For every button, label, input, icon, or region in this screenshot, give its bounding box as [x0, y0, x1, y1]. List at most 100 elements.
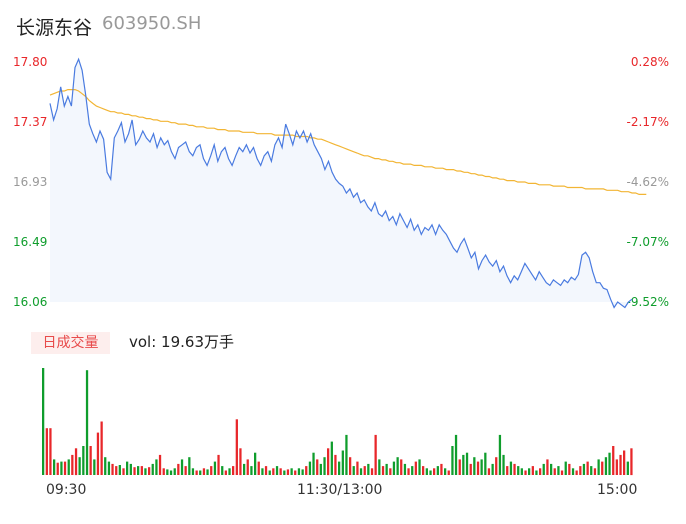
volume-bars: [42, 368, 633, 476]
volume-bar: [327, 448, 330, 476]
volume-bar: [593, 468, 597, 475]
volume-bar: [513, 463, 516, 475]
price-axis-label: 17.37: [13, 115, 48, 129]
volume-bar: [447, 470, 450, 475]
volume-bar: [571, 468, 575, 475]
volume-bar: [433, 468, 436, 475]
volume-bar: [93, 459, 96, 475]
volume-bar: [425, 468, 428, 475]
volume-bar: [528, 468, 531, 475]
volume-bar: [122, 468, 125, 475]
volume-bar: [206, 469, 209, 475]
daily-volume-tab[interactable]: 日成交量: [31, 332, 110, 354]
volume-bar: [294, 470, 297, 475]
volume-bar: [414, 461, 417, 475]
volume-bar: [411, 466, 414, 475]
volume-bar: [53, 459, 56, 475]
volume-bar: [191, 468, 195, 475]
volume-bar: [334, 454, 337, 475]
volume-bar: [195, 470, 198, 475]
volume-bar: [546, 459, 549, 475]
volume-bar: [158, 454, 162, 475]
volume-bar: [111, 463, 114, 475]
volume-bar: [133, 467, 136, 475]
volume-bar: [301, 469, 304, 475]
volume-bar: [429, 470, 432, 475]
volume-bar: [221, 466, 224, 475]
volume-bar: [107, 461, 111, 475]
volume-bar: [349, 457, 352, 475]
volume-bar: [96, 432, 100, 475]
price-axis-label: 16.06: [13, 295, 48, 309]
price-line: [49, 57, 633, 309]
volume-bar: [623, 450, 626, 475]
volume-bar: [597, 459, 600, 475]
volume-bar: [403, 463, 407, 475]
volume-bar: [381, 466, 385, 475]
time-axis-label: 11:30/13:00: [297, 482, 383, 498]
pct-axis-label: -7.07%: [626, 235, 669, 249]
volume-bar: [440, 463, 443, 475]
volume-bar: [590, 466, 593, 475]
volume-bar: [476, 461, 480, 475]
volume-bar: [400, 459, 403, 475]
volume-bar: [484, 452, 487, 475]
volume-bar: [283, 470, 286, 475]
time-axis-label: 15:00: [597, 482, 638, 498]
volume-bar: [137, 466, 140, 475]
volume-bar: [115, 466, 118, 475]
volume-bar: [367, 463, 370, 475]
volume-bar: [162, 468, 165, 475]
volume-bar: [169, 470, 173, 475]
volume-bar: [370, 468, 374, 475]
volume-bar: [582, 463, 586, 475]
volume-bar: [104, 457, 107, 475]
volume-bar: [473, 457, 476, 475]
volume-bar: [359, 468, 363, 475]
volume-bar: [319, 463, 322, 475]
volume-bar: [316, 459, 319, 475]
volume-bar: [378, 459, 381, 475]
volume-bar: [535, 470, 538, 475]
volume-bar: [363, 466, 366, 475]
volume-bar: [626, 461, 629, 475]
volume-bar: [608, 452, 611, 475]
volume-bar: [217, 454, 220, 475]
volume-bar: [268, 470, 271, 475]
volume-bar: [118, 465, 121, 475]
volume-bar: [451, 446, 454, 475]
volume-bar: [243, 463, 246, 475]
price-area-fill: [50, 59, 632, 308]
volume-bar: [297, 468, 301, 475]
volume-bar: [78, 457, 81, 475]
volume-bar: [126, 461, 129, 475]
volume-bar: [180, 459, 184, 475]
volume-bar: [261, 468, 264, 475]
volume-bar: [210, 466, 213, 475]
volume-bar: [531, 466, 534, 475]
volume-bar: [509, 461, 513, 475]
volume-bar: [239, 448, 242, 476]
volume-bar: [579, 466, 582, 475]
volume-bar: [502, 454, 505, 475]
volume-bar: [480, 459, 483, 475]
volume-bar: [330, 441, 333, 475]
volume-bar: [235, 419, 238, 475]
volume-bar: [575, 470, 578, 475]
volume-bar: [458, 459, 461, 475]
volume-bar: [520, 468, 523, 475]
volume-bar: [89, 446, 92, 475]
volume-bar: [264, 466, 268, 475]
volume-bar: [506, 466, 509, 475]
volume-bar: [312, 452, 315, 475]
volume-bar: [564, 461, 567, 475]
volume-bar: [56, 462, 59, 475]
volume-bar: [392, 461, 396, 475]
volume-readout: vol: 19.63万手: [129, 333, 234, 351]
volume-bar: [418, 459, 421, 475]
volume-bar: [85, 370, 89, 475]
volume-bar: [250, 466, 253, 475]
price-axis-label: 16.93: [13, 175, 48, 189]
volume-bar: [49, 428, 52, 475]
